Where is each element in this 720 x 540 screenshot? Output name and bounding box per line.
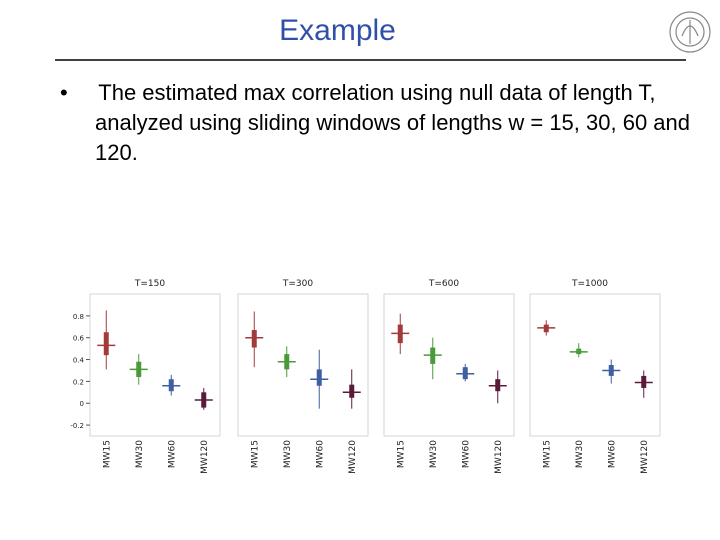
panel-title: T=600 <box>428 279 459 289</box>
panel-title: T=300 <box>282 279 313 289</box>
box <box>251 330 257 348</box>
x-tick-label: MW15 <box>102 440 112 468</box>
y-tick-label: 0.6 <box>73 335 85 343</box>
panel-frame <box>529 293 661 437</box>
y-tick-label: 0.2 <box>73 378 84 386</box>
x-tick-label: MW60 <box>167 440 177 468</box>
y-tick-label: -0.2 <box>70 422 84 430</box>
box <box>316 369 322 386</box>
x-tick-label: MW30 <box>429 440 439 468</box>
slide-title: Example <box>279 14 396 47</box>
y-tick-label: 0 <box>80 400 84 408</box>
bullet-text: • The estimated max correlation using nu… <box>60 80 690 165</box>
x-tick-label: MW120 <box>494 440 504 474</box>
box <box>349 384 355 398</box>
box <box>103 332 109 356</box>
x-tick-label: MW15 <box>250 440 260 468</box>
bullet: The estimated max correlation using null… <box>95 80 690 165</box>
x-tick-label: MW30 <box>135 440 145 468</box>
panel-frame <box>383 293 515 437</box>
x-tick-label: MW60 <box>315 440 325 468</box>
x-tick-label: MW30 <box>575 440 585 468</box>
x-tick-label: MW120 <box>200 440 210 474</box>
y-tick-label: 0.4 <box>73 357 85 365</box>
x-tick-label: MW30 <box>283 440 293 468</box>
x-tick-label: MW120 <box>348 440 358 474</box>
logo <box>669 11 711 53</box>
x-tick-label: MW120 <box>640 440 650 474</box>
panel-frame <box>237 293 369 437</box>
x-tick-label: MW60 <box>607 440 617 468</box>
x-tick-label: MW15 <box>396 440 406 468</box>
panel-title: T=1000 <box>571 279 608 289</box>
y-tick-label: 0.8 <box>73 313 84 321</box>
panel-frame <box>89 293 221 437</box>
panel-title: T=150 <box>134 279 165 289</box>
x-tick-label: MW15 <box>542 440 552 468</box>
x-tick-label: MW60 <box>461 440 471 468</box>
